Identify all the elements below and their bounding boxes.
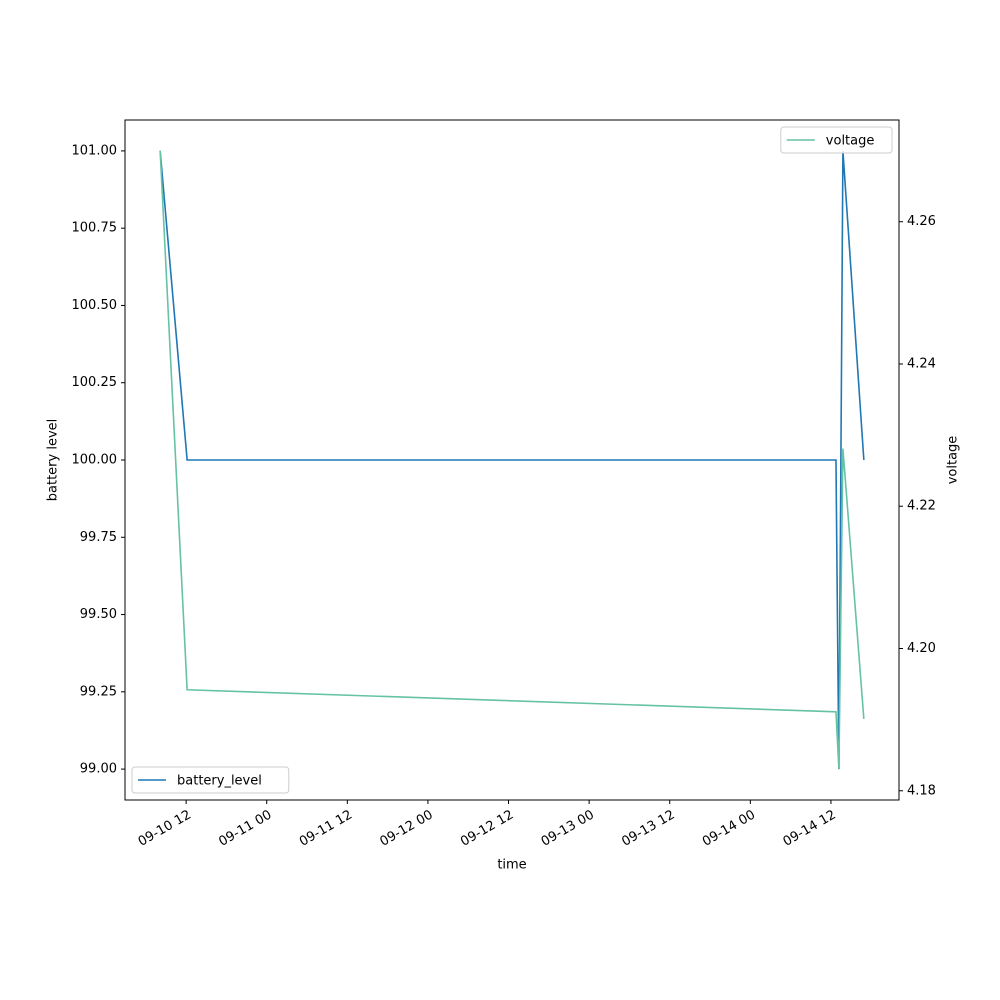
y-tick-label: 101.00 — [72, 143, 118, 158]
x-tick-label: 09-10 12 — [136, 808, 194, 850]
y-tick-label: 99.25 — [80, 684, 117, 699]
y-tick-label: 100.00 — [72, 453, 118, 468]
x-axis-label: time — [497, 858, 526, 873]
y2-axis-label: voltage — [946, 436, 961, 485]
legend-label: voltage — [826, 134, 875, 149]
x-tick-label: 09-12 12 — [458, 808, 516, 850]
legend-label: battery_level — [177, 774, 262, 789]
x-tick-label: 09-14 00 — [700, 808, 758, 850]
y-tick-label: 100.50 — [72, 298, 118, 313]
legend-box — [780, 126, 893, 154]
x-tick-label: 09-11 12 — [297, 808, 355, 850]
y-tick-label: 99.00 — [80, 762, 117, 777]
y-tick-label: 99.50 — [80, 607, 117, 622]
y-tick-label: 99.75 — [80, 530, 117, 545]
y-tick-label: 100.75 — [72, 221, 118, 236]
y2-tick-label: 4.24 — [907, 356, 936, 371]
x-tick-label: 09-13 00 — [539, 808, 597, 850]
legend-box — [131, 766, 290, 794]
data-line — [159, 150, 865, 770]
x-tick-label: 09-14 12 — [781, 808, 839, 850]
y2-tick-label: 4.18 — [907, 783, 936, 798]
y-tick-label: 100.25 — [72, 375, 118, 390]
y2-tick-label: 4.26 — [907, 214, 936, 229]
data-line — [159, 150, 865, 769]
y2-tick-label: 4.20 — [907, 641, 936, 656]
y-axis-label: battery level — [46, 419, 61, 502]
x-tick-label: 09-12 00 — [378, 808, 436, 850]
x-tick-label: 09-13 12 — [619, 808, 677, 850]
y2-tick-label: 4.22 — [907, 499, 936, 514]
x-tick-label: 09-11 00 — [216, 808, 274, 850]
